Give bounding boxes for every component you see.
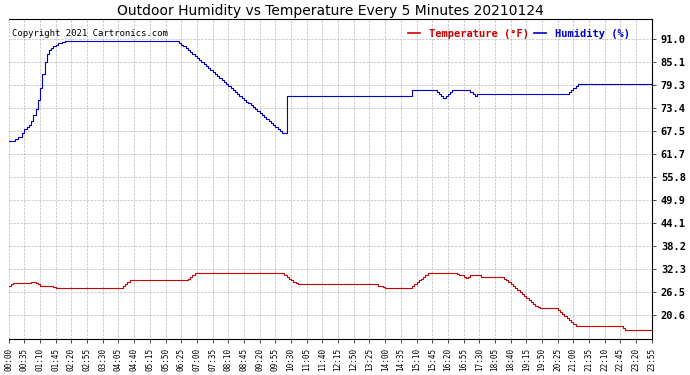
- Text: Copyright 2021 Cartronics.com: Copyright 2021 Cartronics.com: [12, 29, 168, 38]
- Legend: Temperature (°F), Humidity (%): Temperature (°F), Humidity (%): [404, 24, 633, 43]
- Title: Outdoor Humidity vs Temperature Every 5 Minutes 20210124: Outdoor Humidity vs Temperature Every 5 …: [117, 4, 544, 18]
